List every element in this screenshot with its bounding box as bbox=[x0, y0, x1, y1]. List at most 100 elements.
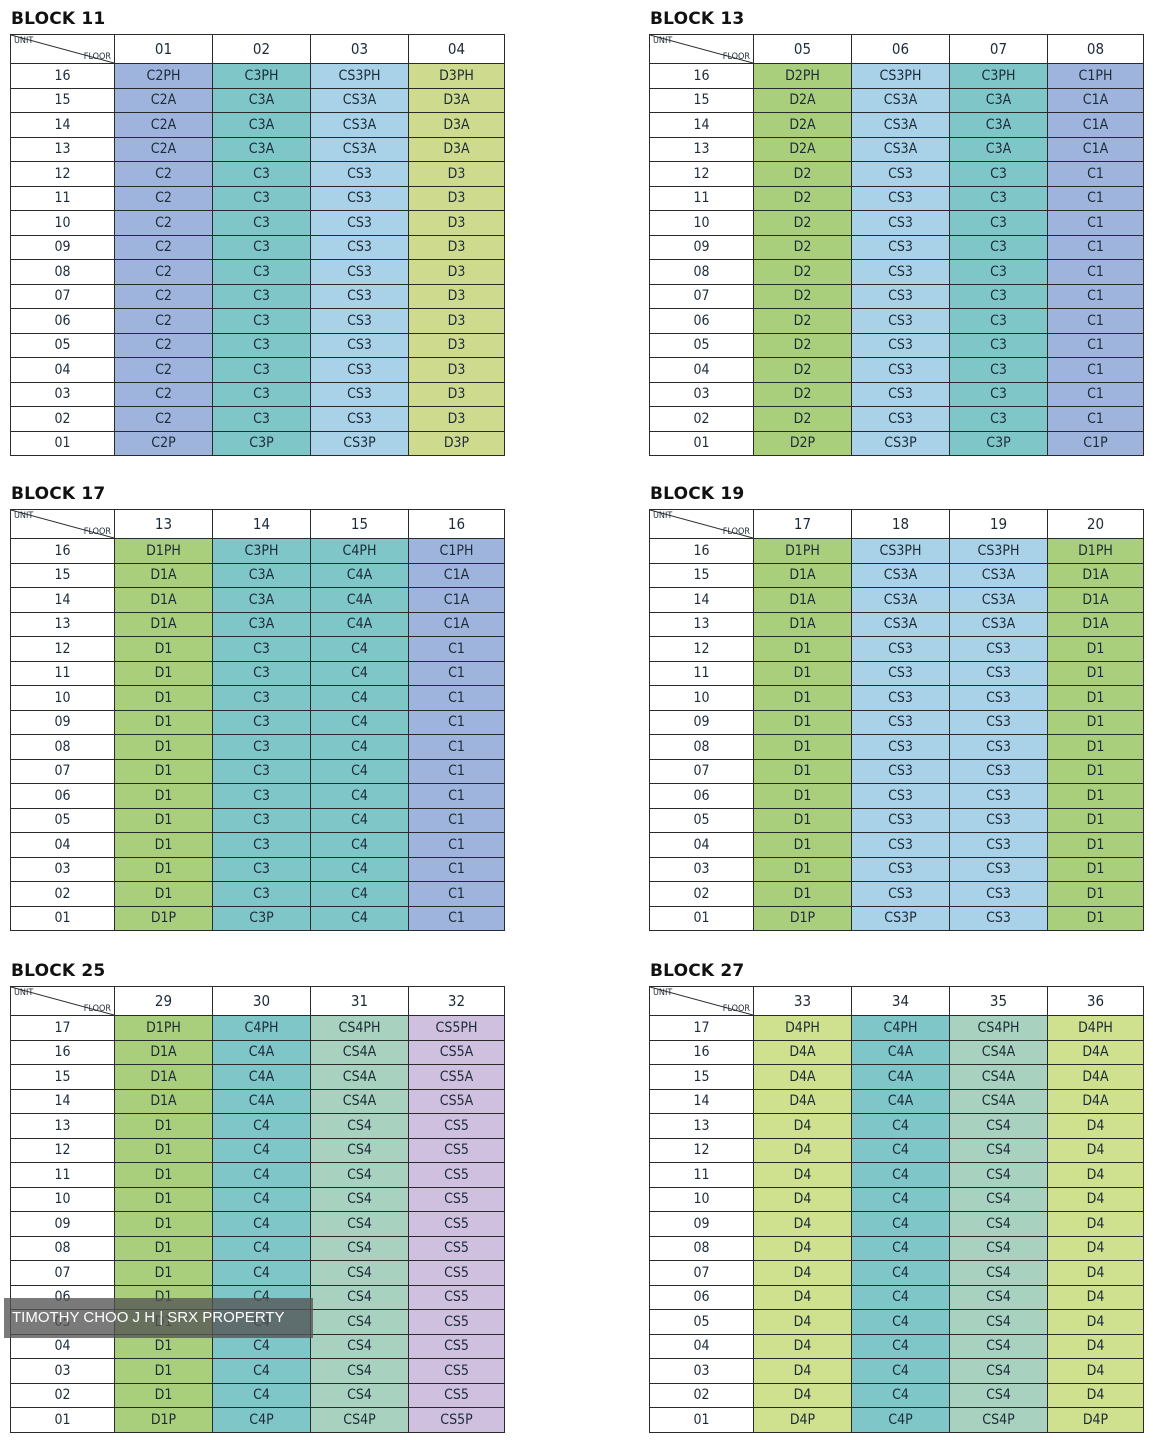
unit-type-cell: CS4 bbox=[949, 1113, 1048, 1139]
unit-axis-label: UNIT bbox=[14, 36, 34, 46]
unit-type-cell: D2 bbox=[753, 185, 852, 211]
unit-type-cell: D4 bbox=[1047, 1309, 1144, 1335]
unit-number-header: 01 bbox=[114, 34, 213, 64]
floor-row: 05 D1 C3 C4 C1 bbox=[10, 807, 505, 833]
floor-row: 07 D1 CS3 CS3 D1 bbox=[649, 758, 1144, 784]
watermark-banner: TIMOTHY CHOO J H | SRX PROPERTY bbox=[4, 1298, 313, 1338]
unit-type-cell: C4 bbox=[212, 1162, 311, 1188]
floor-row: 01 D1P C4P CS4P CS5P bbox=[10, 1407, 505, 1433]
unit-type-cell: D1 bbox=[114, 1235, 213, 1261]
unit-type-cell: C3 bbox=[212, 636, 311, 662]
floor-row: 02 D2 CS3 C3 C1 bbox=[649, 406, 1144, 432]
unit-type-cell: D4 bbox=[1047, 1211, 1144, 1237]
unit-type-cell: C4 bbox=[212, 1260, 311, 1286]
floor-row: 09 D1 C3 C4 C1 bbox=[10, 709, 505, 735]
unit-type-cell: CS3 bbox=[949, 758, 1048, 784]
unit-number-header: 18 bbox=[851, 509, 950, 539]
unit-type-cell: CS3 bbox=[949, 807, 1048, 833]
unit-type-cell: C1A bbox=[408, 611, 505, 637]
unit-type-cell: CS3 bbox=[949, 660, 1048, 686]
unit-number-header: 29 bbox=[114, 986, 213, 1016]
floor-row: 01 D1P C3P C4 C1 bbox=[10, 905, 505, 931]
unit-type-cell: D2 bbox=[753, 308, 852, 334]
unit-type-cell: CS3 bbox=[949, 734, 1048, 760]
unit-type-cell: CS4 bbox=[949, 1137, 1048, 1163]
floor-axis-label: FLOOR bbox=[83, 52, 111, 62]
floor-row: 10 D1 CS3 CS3 D1 bbox=[649, 685, 1144, 711]
unit-type-cell: C3 bbox=[212, 234, 311, 260]
floor-number: 07 bbox=[649, 283, 754, 309]
floor-number: 04 bbox=[649, 357, 754, 383]
unit-type-cell: D1 bbox=[753, 881, 852, 907]
unit-type-cell: D1 bbox=[1047, 734, 1144, 760]
floor-number: 09 bbox=[649, 709, 754, 735]
floor-row: 05 D1 CS3 CS3 D1 bbox=[649, 807, 1144, 833]
unit-type-cell: D1 bbox=[114, 1113, 213, 1139]
unit-type-cell: D4 bbox=[753, 1113, 852, 1139]
unit-type-cell: D1A bbox=[753, 611, 852, 637]
unit-type-cell: C1 bbox=[1047, 357, 1144, 383]
unit-type-cell: D1 bbox=[114, 807, 213, 833]
unit-type-cell: CS5 bbox=[408, 1186, 505, 1212]
unit-number-header: 34 bbox=[851, 986, 950, 1016]
diagonal-divider-icon bbox=[650, 987, 753, 1015]
unit-floor-corner: UNIT FLOOR bbox=[649, 986, 754, 1016]
unit-type-cell: CS3 bbox=[851, 283, 950, 309]
floor-number: 01 bbox=[649, 1407, 754, 1433]
unit-type-cell: D4 bbox=[753, 1333, 852, 1359]
floor-number: 16 bbox=[649, 538, 754, 564]
unit-type-cell: CS3 bbox=[851, 636, 950, 662]
unit-type-cell: D1 bbox=[753, 636, 852, 662]
unit-type-cell: C2 bbox=[114, 210, 213, 236]
floor-number: 02 bbox=[649, 881, 754, 907]
unit-type-cell: CS5 bbox=[408, 1260, 505, 1286]
unit-type-cell: CS3 bbox=[851, 161, 950, 187]
unit-type-cell: C2 bbox=[114, 234, 213, 260]
unit-type-cell: D1 bbox=[753, 709, 852, 735]
unit-type-cell: C3 bbox=[212, 783, 311, 809]
unit-type-cell: C4 bbox=[851, 1260, 950, 1286]
unit-number-header: 16 bbox=[408, 509, 505, 539]
unit-type-cell: D1 bbox=[1047, 636, 1144, 662]
unit-type-cell: CS4 bbox=[949, 1211, 1048, 1237]
unit-type-cell: C1 bbox=[408, 709, 505, 735]
unit-type-cell: CS5 bbox=[408, 1162, 505, 1188]
floor-row: 16 D1PH CS3PH CS3PH D1PH bbox=[649, 538, 1144, 564]
unit-type-cell: D1P bbox=[114, 905, 213, 931]
unit-type-cell: C1A bbox=[1047, 112, 1144, 138]
floor-row: 13 C2A C3A CS3A D3A bbox=[10, 136, 505, 162]
unit-type-cell: C4 bbox=[310, 807, 409, 833]
floor-row: 12 D1 C4 CS4 CS5 bbox=[10, 1137, 505, 1163]
unit-type-cell: CS5 bbox=[408, 1309, 505, 1335]
unit-type-cell: CS4A bbox=[949, 1039, 1048, 1065]
unit-number-header: 19 bbox=[949, 509, 1048, 539]
unit-type-cell: C1 bbox=[408, 783, 505, 809]
unit-type-cell: D4 bbox=[1047, 1113, 1144, 1139]
unit-type-cell: CS3 bbox=[851, 685, 950, 711]
unit-type-cell: CS3 bbox=[851, 332, 950, 358]
unit-type-cell: CS3 bbox=[949, 709, 1048, 735]
unit-type-cell: C1 bbox=[408, 734, 505, 760]
floor-number: 06 bbox=[10, 783, 115, 809]
floor-number: 02 bbox=[649, 406, 754, 432]
unit-type-cell: C2 bbox=[114, 259, 213, 285]
floor-number: 17 bbox=[10, 1015, 115, 1041]
unit-type-cell: C1P bbox=[1047, 430, 1144, 456]
floor-number: 03 bbox=[10, 856, 115, 882]
floor-number: 01 bbox=[649, 430, 754, 456]
unit-type-cell: CS3 bbox=[851, 381, 950, 407]
unit-type-cell: C3 bbox=[949, 357, 1048, 383]
unit-type-cell: C3 bbox=[212, 332, 311, 358]
unit-type-cell: CS4 bbox=[310, 1162, 409, 1188]
floor-number: 12 bbox=[10, 1137, 115, 1163]
floor-number: 10 bbox=[649, 1186, 754, 1212]
unit-number-header: 04 bbox=[408, 34, 505, 64]
unit-type-cell: C3A bbox=[212, 611, 311, 637]
unit-type-cell: C4 bbox=[310, 734, 409, 760]
floor-number: 16 bbox=[10, 538, 115, 564]
floor-number: 02 bbox=[10, 1382, 115, 1408]
unit-type-cell: C1A bbox=[1047, 136, 1144, 162]
unit-type-cell: C4A bbox=[310, 562, 409, 588]
unit-number-header: 13 bbox=[114, 509, 213, 539]
floor-number: 16 bbox=[10, 63, 115, 89]
